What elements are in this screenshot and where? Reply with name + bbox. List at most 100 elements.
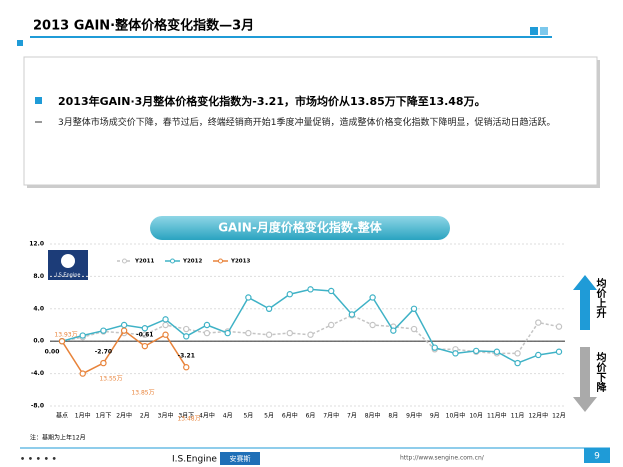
annotation: 13.48万 bbox=[177, 416, 200, 423]
legend-marker bbox=[170, 258, 175, 264]
page-number: 9 bbox=[594, 452, 600, 462]
marker bbox=[390, 327, 397, 334]
x-tick-label: 10月中 bbox=[446, 412, 466, 420]
footer-dots: • • • • • bbox=[20, 455, 57, 464]
marker bbox=[183, 325, 190, 333]
x-tick-label: 5月 bbox=[264, 413, 274, 420]
body-text: 3月整体市场成交价下降，春节过后，终端经销商开始1季度冲量促销，造成整体价格变化… bbox=[58, 118, 556, 128]
marker bbox=[58, 338, 66, 345]
marker bbox=[162, 321, 169, 329]
page-box bbox=[584, 448, 610, 463]
marker bbox=[307, 286, 314, 293]
down-label: 均价下降 bbox=[594, 352, 605, 392]
chart-title-pill bbox=[150, 216, 450, 240]
legend-marker bbox=[218, 258, 223, 264]
title-mark bbox=[17, 40, 23, 46]
y-tick-label: -4.0 bbox=[31, 370, 44, 377]
x-tick-label: 9月中 bbox=[406, 412, 422, 420]
x-tick-label: 12月 bbox=[552, 413, 566, 420]
brand-box bbox=[220, 452, 260, 465]
marker bbox=[162, 316, 169, 323]
x-tick-label: 6月中 bbox=[282, 412, 298, 420]
marker bbox=[183, 364, 190, 371]
marker bbox=[265, 331, 273, 338]
marker bbox=[514, 359, 521, 367]
marker bbox=[245, 294, 252, 301]
up-label: 均价上升 bbox=[594, 278, 605, 318]
x-tick-label: 4月 bbox=[223, 413, 233, 420]
marker bbox=[162, 331, 169, 338]
marker bbox=[369, 294, 376, 301]
logo-text: I.S.Engine bbox=[56, 273, 81, 279]
annotation: 13.55万 bbox=[99, 376, 122, 383]
marker bbox=[286, 329, 293, 337]
x-tick-label: 7月中 bbox=[323, 412, 339, 420]
x-tick-label: 1月中 bbox=[75, 412, 91, 420]
summary-box bbox=[23, 56, 598, 186]
down-arrow bbox=[573, 347, 597, 412]
data-label: -2.70 bbox=[95, 349, 112, 356]
marker bbox=[120, 327, 128, 334]
marker bbox=[245, 329, 252, 337]
y-tick-label: 12.0 bbox=[29, 241, 44, 248]
title-deco bbox=[540, 27, 548, 35]
marker bbox=[493, 348, 501, 355]
x-tick-label: 8月中 bbox=[365, 412, 381, 420]
legend-label: Y2012 bbox=[182, 259, 202, 265]
x-tick-label: 9月 bbox=[430, 413, 440, 420]
legend-label: Y2013 bbox=[230, 259, 250, 265]
marker bbox=[307, 331, 314, 338]
headline: 2013年GAIN·3月整体价格变化指数为-3.21，市场均价从13.85万下降… bbox=[58, 95, 486, 108]
x-tick-label: 8月 bbox=[388, 413, 398, 420]
marker bbox=[79, 332, 86, 339]
x-tick-label: 2月中 bbox=[116, 412, 132, 420]
marker bbox=[452, 350, 459, 357]
footer-brand-cn: 安赛斯 bbox=[230, 454, 251, 463]
annotation: 13.85万 bbox=[131, 390, 154, 397]
x-tick-label: 12月中 bbox=[528, 412, 548, 420]
legend-label: Y2011 bbox=[134, 259, 154, 265]
marker bbox=[535, 351, 542, 359]
marker bbox=[203, 329, 211, 337]
marker bbox=[100, 327, 107, 334]
plot: -8.0 -4.0 0.0 4.0 8.0 12.0 基点 1月中 1月下 2月中 2月 3月中 3月下… bbox=[29, 241, 566, 423]
y-tick-label: 8.0 bbox=[33, 273, 44, 280]
marker bbox=[555, 348, 563, 355]
page-title: 2013 GAIN·整体价格变化指数—3月 bbox=[33, 18, 254, 34]
logo-icon bbox=[61, 254, 75, 268]
legend-marker bbox=[122, 258, 127, 264]
marker bbox=[120, 321, 128, 329]
marker bbox=[79, 370, 86, 377]
marker bbox=[369, 321, 376, 329]
marker bbox=[141, 331, 149, 338]
marker bbox=[100, 359, 107, 367]
x-tick-label: 7月 bbox=[347, 413, 357, 420]
x-tick-label: 3月中 bbox=[158, 412, 174, 420]
y-tick-label: -8.0 bbox=[31, 403, 44, 410]
marker bbox=[203, 321, 211, 329]
x-tick-label: 2月 bbox=[140, 413, 150, 420]
chart-title: GAIN-月度价格变化指数-整体 bbox=[218, 220, 383, 235]
data-label: 0.00 bbox=[45, 349, 60, 356]
marker bbox=[328, 321, 335, 329]
up-arrow bbox=[573, 275, 597, 330]
data-label: -0.61 bbox=[136, 332, 153, 339]
y-tick-label: 0.0 bbox=[33, 338, 44, 345]
annotation: 13.93万 bbox=[54, 332, 77, 339]
y-tick-label: 4.0 bbox=[33, 305, 44, 312]
x-tick-label: 1月下 bbox=[96, 413, 112, 420]
marker bbox=[348, 311, 356, 318]
bullet bbox=[35, 97, 42, 104]
marker bbox=[141, 342, 149, 350]
x-tick-label: 10月 bbox=[469, 413, 483, 420]
x-tick-label: 11月 bbox=[511, 413, 525, 420]
footer-brand: I.S.Engine bbox=[172, 455, 217, 465]
x-tick-label: 6月 bbox=[306, 413, 316, 420]
title-deco bbox=[530, 27, 538, 35]
marker bbox=[514, 350, 521, 357]
marker bbox=[410, 305, 418, 312]
x-tick-label: 5月 bbox=[243, 413, 253, 420]
footer-note: 注：基期为上年12月 bbox=[30, 434, 86, 442]
